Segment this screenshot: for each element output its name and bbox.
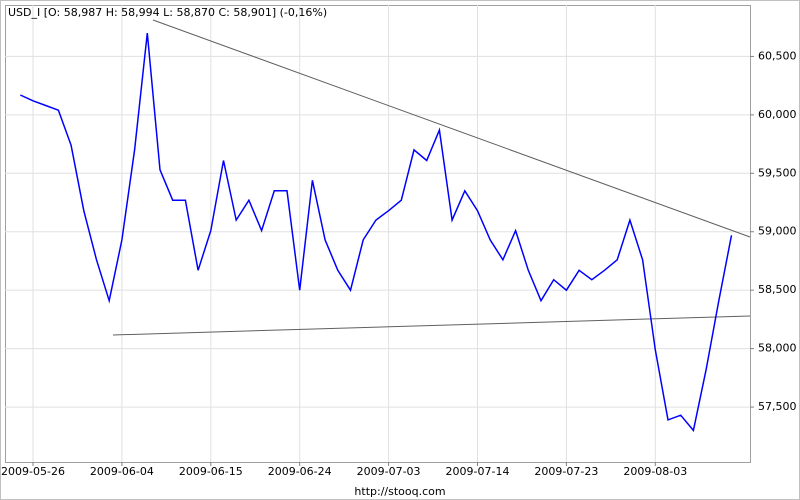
x-tick-label: 2009-08-03 — [623, 465, 687, 478]
x-tick-label: 2009-07-03 — [357, 465, 421, 478]
x-tick-label: 2009-06-04 — [90, 465, 154, 478]
y-tick-label: 58,000 — [758, 342, 797, 355]
x-tick-label: 2009-07-14 — [446, 465, 510, 478]
x-tick-label: 2009-05-26 — [1, 465, 65, 478]
y-tick-label: 59,500 — [758, 166, 797, 179]
y-tick-label: 60,000 — [758, 108, 797, 121]
trend-line — [152, 19, 751, 238]
y-tick-label: 59,000 — [758, 225, 797, 238]
x-tick-label: 2009-06-15 — [179, 465, 243, 478]
x-tick-label: 2009-06-24 — [268, 465, 332, 478]
y-tick-label: 60,500 — [758, 49, 797, 62]
price-line — [19, 33, 733, 433]
plot-area — [5, 5, 751, 463]
trend-line — [112, 315, 751, 336]
x-tick-label: 2009-07-23 — [534, 465, 598, 478]
y-tick-label: 58,500 — [758, 283, 797, 296]
y-tick-label: 57,500 — [758, 400, 797, 413]
footer: http://stooq.com — [354, 485, 445, 498]
chart-title: USD_I [O: 58,987 H: 58,994 L: 58,870 C: … — [8, 6, 327, 19]
